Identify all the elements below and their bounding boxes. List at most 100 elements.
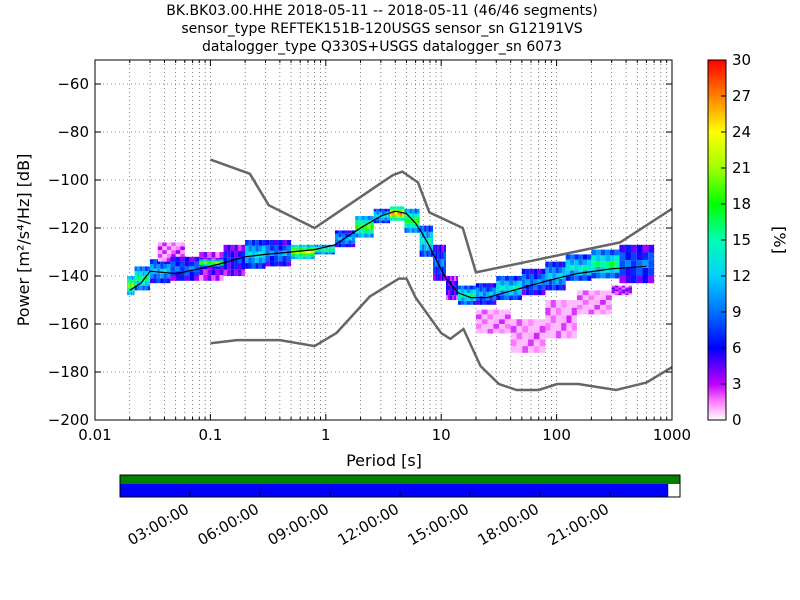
density-cell (504, 328, 511, 334)
density-cell (227, 269, 231, 276)
density-cell (428, 238, 431, 245)
density-cell (409, 213, 413, 219)
density-cell (298, 247, 303, 251)
density-cell (412, 223, 415, 228)
density-cell (430, 250, 434, 257)
density-cell (467, 293, 470, 298)
density-cell (160, 278, 164, 284)
density-cell (421, 225, 425, 232)
density-cell (430, 225, 434, 232)
density-cell (426, 250, 429, 257)
density-cell (492, 291, 497, 297)
density-cell (341, 240, 346, 244)
density-cell (144, 285, 148, 291)
density-cell (199, 260, 204, 263)
density-cell (207, 269, 212, 276)
density-cell (399, 209, 403, 213)
density-cell (500, 276, 505, 281)
density-cell (384, 220, 388, 224)
density-cell (207, 260, 212, 263)
density-cell (324, 244, 329, 247)
density-cell (441, 273, 444, 281)
density-cell (576, 300, 583, 305)
density-cell (458, 289, 462, 294)
density-cell (156, 264, 161, 269)
density-cell (475, 296, 480, 301)
density-cell (424, 231, 427, 239)
x-axis-label: Period [s] (346, 451, 422, 470)
density-cell (306, 253, 311, 257)
density-cell (348, 240, 352, 244)
density-cell (454, 280, 457, 286)
density-cell (334, 233, 339, 238)
density-cell (558, 261, 563, 268)
density-cell (171, 253, 176, 258)
density-cell (399, 215, 403, 218)
density-cell (529, 289, 534, 296)
density-cell (504, 324, 511, 329)
colorbar-tick-label: 18 (732, 195, 751, 213)
density-cell (522, 319, 529, 326)
density-cell (456, 290, 459, 296)
density-cell (571, 323, 577, 331)
density-cell (454, 290, 457, 296)
density-cell (510, 319, 517, 326)
density-cell (621, 287, 626, 290)
density-cell (625, 289, 629, 292)
density-cell (144, 280, 148, 286)
density-cell (262, 245, 266, 252)
density-cell (406, 208, 410, 214)
curves (129, 158, 672, 392)
density-cell (381, 220, 385, 224)
density-cell (435, 244, 438, 252)
density-cell (215, 269, 220, 276)
density-cell (273, 255, 279, 262)
density-cell (331, 246, 335, 249)
density-cell (591, 255, 597, 262)
density-cell (132, 276, 134, 280)
density-cell (248, 263, 252, 269)
density-cell (414, 208, 418, 214)
density-cell (428, 250, 431, 257)
density-cell (487, 314, 494, 320)
density-cell (144, 266, 148, 272)
density-cell (392, 217, 395, 221)
density-cell (130, 276, 133, 280)
density-cell (588, 309, 595, 315)
density-cell (452, 285, 455, 291)
density-cell (571, 307, 577, 316)
density-cell (370, 220, 374, 225)
density-cell (341, 243, 346, 248)
density-cell (439, 252, 442, 260)
density-cell (561, 323, 567, 331)
y-tick-label: −160 (48, 315, 89, 333)
density-cell (227, 251, 231, 258)
density-cell (215, 262, 220, 264)
density-cell (558, 278, 563, 285)
density-cell (550, 330, 556, 339)
density-cell (596, 266, 601, 273)
density-cell (223, 263, 228, 270)
density-cell (605, 290, 612, 296)
density-cell (211, 269, 216, 276)
density-cell (443, 266, 446, 274)
density-cell (162, 242, 167, 247)
density-cell (565, 259, 571, 265)
density-cell (370, 224, 374, 229)
density-cell (419, 225, 422, 232)
density-cell (397, 215, 400, 218)
density-cell (618, 285, 622, 288)
density-cell (594, 304, 601, 310)
density-cell (160, 264, 164, 269)
density-cell (291, 253, 295, 257)
density-cell (600, 272, 606, 279)
density-cell (142, 271, 145, 276)
density-cell (132, 291, 134, 296)
density-cell (496, 285, 501, 291)
colorbar-tick-label: 12 (732, 267, 751, 285)
density-cell (582, 309, 589, 315)
density-cell (163, 273, 167, 279)
density-cell (314, 252, 319, 255)
density-cell (496, 295, 501, 300)
grid (95, 60, 672, 420)
